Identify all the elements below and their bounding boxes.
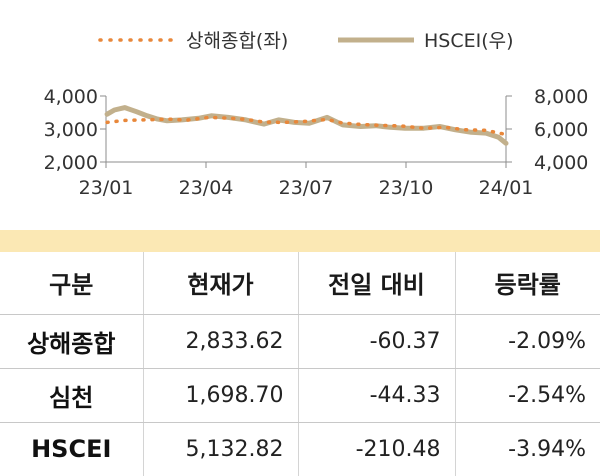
- right-tick-label: 6,000: [534, 119, 588, 141]
- legend-label-shanghai: 상해종합(좌): [186, 30, 288, 52]
- header-change: 전일 대비: [298, 252, 456, 315]
- left-tick-label: 3,000: [44, 119, 98, 141]
- chart-series: [104, 105, 509, 146]
- row-price: 5,132.82: [143, 422, 299, 476]
- x-tick-label: 23/10: [379, 177, 434, 199]
- row-change-rate: -3.94%: [508, 436, 586, 462]
- index-chart: 상해종합(좌) HSCEI(우) 4,000 3,000 2,000 8,000 6,0…: [44, 30, 589, 199]
- table-header-row: 구분 현재가 전일 대비 등락률: [0, 252, 600, 315]
- header-change-rate: 등락률: [455, 252, 600, 315]
- axis-ticks: 4,000 3,000 2,000 8,000 6,000 4,000 23/01 23/04…: [44, 86, 589, 199]
- row-change-rate: -2.54%: [455, 368, 600, 423]
- row-change: -60.37: [298, 314, 456, 369]
- x-tick-label: 23/01: [79, 177, 134, 199]
- row-name: 상해종합: [0, 314, 144, 369]
- x-tick-label: 24/01: [479, 177, 534, 199]
- header-price: 현재가: [143, 252, 299, 315]
- legend-label-hscei: HSCEI(우): [424, 30, 514, 52]
- right-tick-label: 8,000: [534, 86, 588, 108]
- table-row: 상해종합 2,833.62 -60.37 -2.09%: [0, 314, 600, 369]
- chart-legend: 상해종합(좌) HSCEI(우): [98, 30, 514, 52]
- table-row: 심천 1,698.70 -44.33 -2.54%: [0, 368, 600, 423]
- right-tick-label: 4,000: [534, 152, 588, 174]
- series-line-hscei: [104, 105, 509, 146]
- x-tick-label: 23/07: [279, 177, 334, 199]
- x-tick-label: 23/04: [179, 177, 234, 199]
- table-header-band: [0, 230, 600, 252]
- table-row: HSCEI 5,132.82 -210.48 -3.94%: [0, 422, 600, 476]
- row-change: -44.33: [298, 368, 456, 423]
- left-tick-label: 4,000: [44, 86, 98, 108]
- row-change-rate: -2.09%: [455, 314, 600, 369]
- row-price: 2,833.62: [143, 314, 299, 369]
- left-tick-label: 2,000: [44, 152, 98, 174]
- row-change: -210.48: [298, 422, 456, 476]
- index-quote-table: 구분 현재가 전일 대비 등락률 상해종합 2,833.62 -60.37 -2…: [0, 252, 600, 476]
- header-category: 구분: [0, 252, 144, 315]
- row-price: 1,698.70: [143, 368, 299, 423]
- row-name: 심천: [0, 368, 144, 423]
- series-line-shanghai: [105, 115, 508, 137]
- row-name: HSCEI: [0, 422, 144, 476]
